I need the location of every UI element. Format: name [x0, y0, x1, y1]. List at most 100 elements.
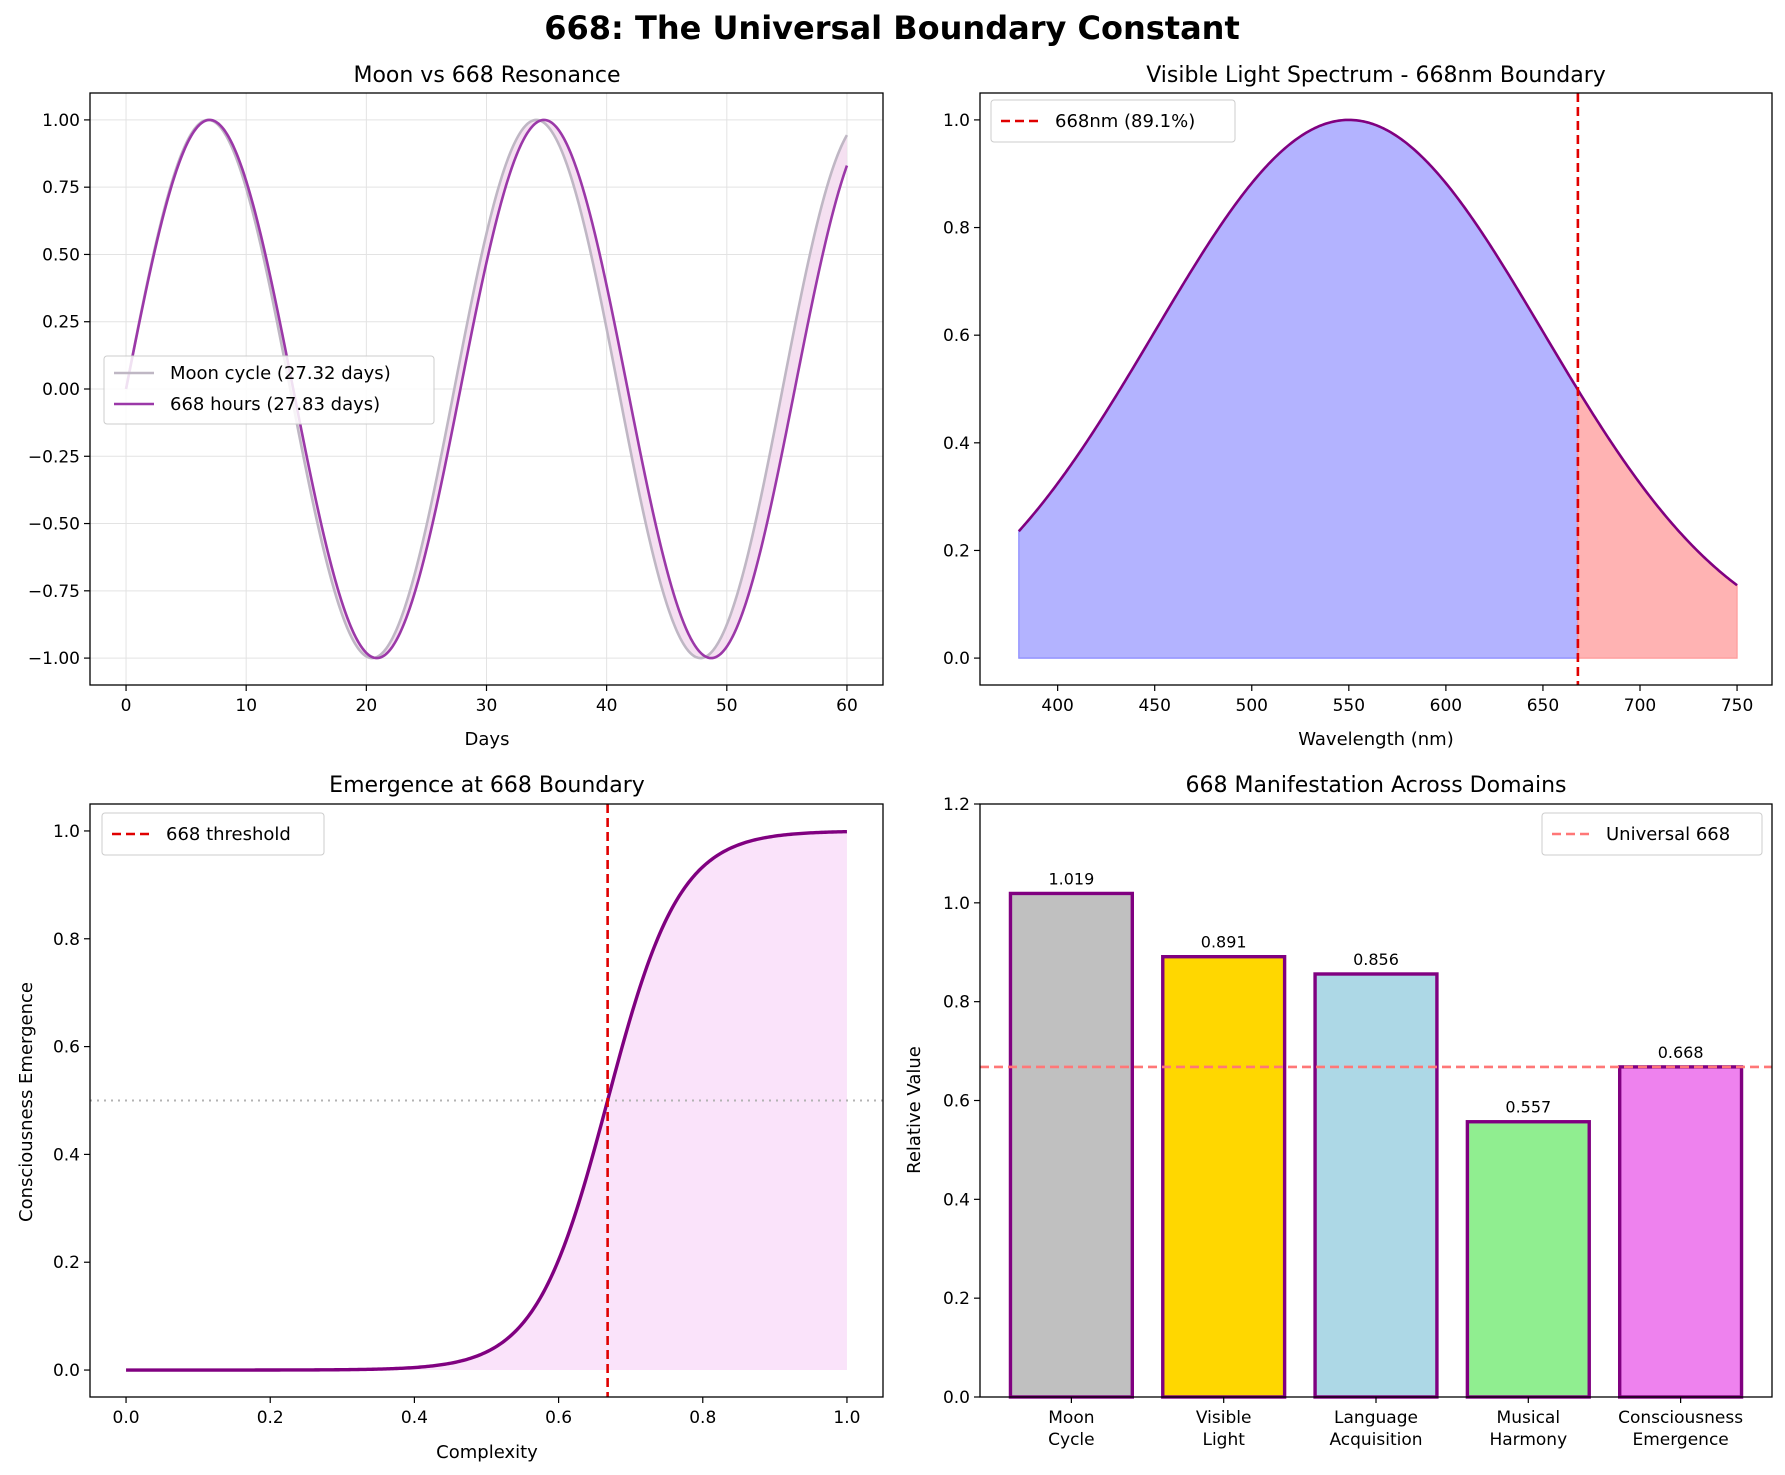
spectrum-legend: 668nm (89.1%)	[990, 99, 1236, 143]
domains-legend-box	[1541, 812, 1763, 856]
emergence-x-axis-label: Complexity	[436, 1442, 538, 1463]
emergence-x-tick-label: 0.2	[257, 1408, 284, 1428]
moon-y-tick-label: −1.00	[28, 649, 80, 669]
domains-x-tick-label: Consciousness	[1618, 1408, 1743, 1428]
spectrum-y-tick-label: 0.2	[943, 541, 970, 561]
threshold-legend-label: 668 threshold	[166, 824, 291, 845]
emergence-y-tick-label: 0.8	[53, 930, 80, 950]
moon-x-tick-label: 0	[121, 696, 132, 716]
figure-title: 668: The Universal Boundary Constant	[544, 9, 1240, 47]
bar-value-label: 0.557	[1505, 1098, 1551, 1117]
spectrum-x-tick-label: 750	[1721, 696, 1753, 716]
domains-x-tick-label: Visible	[1196, 1408, 1252, 1428]
emergence-y-tick-label: 1.0	[53, 822, 80, 842]
domains-legend: Universal 668	[1541, 812, 1763, 856]
moon-y-tick-label: −0.50	[28, 515, 80, 535]
moon-legend-box	[103, 355, 435, 425]
moon-y-tick-label: 0.75	[42, 178, 80, 198]
bar-value-label: 0.891	[1201, 933, 1247, 952]
moon-x-tick-label: 10	[235, 696, 257, 716]
spectrum-panel-title: Visible Light Spectrum - 668nm Boundary	[1146, 63, 1606, 88]
moon-y-tick-label: 0.50	[42, 245, 80, 265]
spectrum-x-tick-label: 450	[1138, 696, 1170, 716]
domains-y-axis-label: Relative Value	[904, 1046, 925, 1174]
emergence-legend: 668 threshold	[101, 812, 325, 856]
domains-y-tick-label: 0.6	[943, 1092, 970, 1112]
668-hours-line	[124, 118, 849, 660]
moon-x-axis-label: Days	[465, 729, 510, 750]
domains-y-tick-label: 1.0	[943, 894, 970, 914]
moon-panel-title: Moon vs 668 Resonance	[353, 63, 620, 88]
bar-value-label: 0.668	[1658, 1043, 1704, 1062]
emergence-x-tick-label: 0.6	[545, 1408, 572, 1428]
emergence-panel: Emergence at 668 Boundary Complexity Con…	[16, 773, 884, 1463]
moon-y-tick-label: −0.75	[28, 582, 80, 602]
emergence-area-fill	[126, 831, 847, 1371]
bar-value-label: 1.019	[1048, 869, 1094, 888]
spectrum-x-tick-label: 550	[1333, 696, 1365, 716]
moon-cycle-line	[124, 118, 849, 660]
emergence-y-tick-label: 0.4	[53, 1145, 80, 1165]
bar-consciousness-emergence	[1617, 1065, 1744, 1399]
spectrum-curve	[1017, 118, 1738, 587]
spectrum-x-tick-label: 600	[1430, 696, 1462, 716]
domains-panel-title: 668 Manifestation Across Domains	[1185, 773, 1566, 798]
visible-light-panel: Visible Light Spectrum - 668nm Boundary …	[943, 63, 1773, 750]
emergence-x-tick-label: 0.8	[689, 1408, 716, 1428]
moon-x-tick-label: 50	[716, 696, 738, 716]
668nm-legend-label: 668nm (89.1%)	[1055, 111, 1195, 132]
spectrum-axes-frame	[979, 92, 1773, 686]
spectrum-y-tick-label: 1.0	[943, 111, 970, 131]
spectrum-x-axis-label: Wavelength (nm)	[1298, 729, 1454, 750]
domains-y-tick-label: 0.8	[943, 993, 970, 1013]
domains-x-tick-label: Acquisition	[1329, 1430, 1422, 1450]
emergence-x-tick-label: 1.0	[833, 1408, 860, 1428]
moon-cycle-legend-label: Moon cycle (27.32 days)	[170, 363, 391, 384]
spectrum-x-tick-label: 400	[1041, 696, 1073, 716]
domains-y-tick-label: 1.2	[943, 795, 970, 815]
emergence-y-axis-label: Consciousness Emergence	[16, 982, 37, 1222]
domains-bar-panel: 668 Manifestation Across Domains Relativ…	[904, 773, 1773, 1450]
bar-musical-harmony	[1465, 1120, 1591, 1399]
emergence-legend-box	[101, 812, 325, 856]
domains-y-tick-label: 0.2	[943, 1289, 970, 1309]
bar-visible-light	[1161, 954, 1287, 1399]
domains-x-tick-label: Cycle	[1048, 1430, 1094, 1450]
domains-x-tick-label: Moon	[1048, 1408, 1094, 1428]
moon-x-tick-label: 60	[836, 696, 858, 716]
bar-moon-cycle	[1008, 891, 1135, 1399]
spectrum-y-tick-label: 0.4	[943, 434, 970, 454]
domains-x-tick-label: Language	[1334, 1408, 1418, 1428]
emergence-panel-title: Emergence at 668 Boundary	[329, 773, 645, 798]
moon-y-tick-label: 0.00	[42, 380, 80, 400]
moon-y-tick-label: 0.25	[42, 313, 80, 333]
domains-y-tick-label: 0.0	[943, 1388, 970, 1408]
spectrum-y-tick-label: 0.0	[943, 649, 970, 669]
universal-668-legend-label: Universal 668	[1606, 824, 1730, 845]
spectrum-x-tick-label: 700	[1624, 696, 1656, 716]
bar-value-label: 0.856	[1353, 950, 1399, 969]
domains-x-tick-label: Light	[1202, 1430, 1245, 1450]
domains-y-tick-label: 0.4	[943, 1190, 970, 1210]
bar-language-acquisition	[1313, 972, 1439, 1399]
emergence-x-tick-label: 0.4	[401, 1408, 428, 1428]
domains-x-tick-label: Musical	[1497, 1408, 1561, 1428]
emergence-x-tick-label: 0.0	[113, 1408, 140, 1428]
moon-y-tick-label: 1.00	[42, 111, 80, 131]
moon-x-tick-label: 40	[596, 696, 618, 716]
moon-x-tick-label: 20	[356, 696, 378, 716]
spectrum-x-tick-label: 650	[1527, 696, 1559, 716]
spectrum-y-tick-label: 0.6	[943, 326, 970, 346]
moon-resonance-panel: Moon vs 668 Resonance Days 0 10 20 30 40 50 60…	[28, 63, 884, 750]
emergence-curve	[126, 829, 847, 1372]
emergence-y-tick-label: 0.0	[53, 1361, 80, 1381]
domains-x-tick-label: Emergence	[1632, 1430, 1728, 1450]
spectrum-x-tick-label: 500	[1236, 696, 1268, 716]
moon-y-tick-label: −0.25	[28, 447, 80, 467]
emergence-axes-frame	[89, 803, 884, 1398]
domains-x-tick-label: Harmony	[1489, 1430, 1567, 1450]
emergence-y-tick-label: 0.2	[53, 1253, 80, 1273]
668-hours-legend-label: 668 hours (27.83 days)	[170, 394, 380, 415]
moon-x-tick-label: 30	[476, 696, 498, 716]
